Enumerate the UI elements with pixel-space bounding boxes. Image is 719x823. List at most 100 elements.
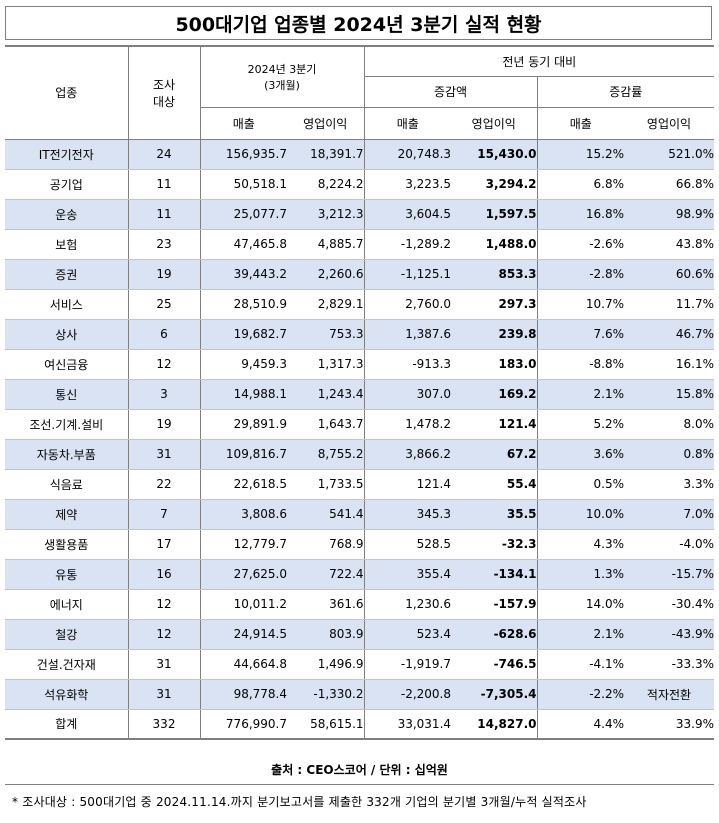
change-sales-cell: 307.0	[364, 379, 452, 410]
count-cell: 17	[128, 529, 201, 560]
industry-cell: 생활용품	[5, 529, 129, 560]
header-industry: 업종	[5, 45, 129, 140]
rate-op-profit-cell: 60.6%	[624, 259, 715, 290]
table-row: 합계 332 776,990.7 58,615.1 33,031.4 14,827.0 4.…	[5, 709, 715, 740]
op-profit-cell: 4,885.7	[287, 229, 365, 260]
change-op-profit-cell: -628.6	[451, 619, 538, 650]
change-sales-cell: -913.3	[364, 349, 452, 380]
table-row: 서비스 25 28,510.9 2,829.1 2,760.0 297.3 10.7% 11.…	[5, 289, 715, 320]
rate-sales-cell: 5.2%	[537, 409, 625, 440]
rate-sales-cell: -2.8%	[537, 259, 625, 290]
rate-op-profit-cell: 521.0%	[624, 139, 715, 170]
count-cell: 11	[128, 199, 201, 230]
performance-table: 업종 조사 대상 2024년 3분기 (3개월) 전년 동기 대비 증감액 증감률 …	[5, 45, 715, 740]
industry-cell: 서비스	[5, 289, 129, 320]
change-sales-cell: 1,387.6	[364, 319, 452, 350]
count-cell: 3	[128, 379, 201, 410]
sales-cell: 28,510.9	[200, 289, 287, 320]
rate-sales-cell: 2.1%	[537, 619, 625, 650]
change-sales-cell: 33,031.4	[364, 709, 452, 740]
change-op-profit-cell: 169.2	[451, 379, 538, 410]
op-profit-cell: 58,615.1	[287, 709, 365, 740]
count-cell: 16	[128, 559, 201, 590]
op-profit-cell: 1,496.9	[287, 649, 365, 680]
sales-cell: 47,465.8	[200, 229, 287, 260]
header-change-rate: 증감률	[537, 76, 715, 108]
rate-op-profit-cell: -33.3%	[624, 649, 715, 680]
change-sales-cell: -2,200.8	[364, 679, 452, 710]
change-sales-cell: 20,748.3	[364, 139, 452, 170]
change-op-profit-cell: 239.8	[451, 319, 538, 350]
rate-sales-cell: 0.5%	[537, 469, 625, 500]
change-op-profit-cell: 55.4	[451, 469, 538, 500]
count-cell: 24	[128, 139, 201, 170]
op-profit-cell: 1,243.4	[287, 379, 365, 410]
op-profit-cell: -1,330.2	[287, 679, 365, 710]
table-row: IT전기전자 24 156,935.7 18,391.7 20,748.3 15,430.…	[5, 139, 715, 170]
industry-cell: 보험	[5, 229, 129, 260]
title-text: 500대기업 업종별 2024년 3분기 실적 현황	[175, 13, 542, 36]
op-profit-cell: 2,829.1	[287, 289, 365, 320]
change-op-profit-cell: 14,827.0	[451, 709, 538, 740]
change-sales-cell: 3,866.2	[364, 439, 452, 470]
rate-sales-cell: 3.6%	[537, 439, 625, 470]
sales-cell: 109,816.7	[200, 439, 287, 470]
header-op-profit: 영업이익	[287, 107, 365, 140]
sales-cell: 22,618.5	[200, 469, 287, 500]
rate-op-profit-cell: 16.1%	[624, 349, 715, 380]
rate-sales-cell: 16.8%	[537, 199, 625, 230]
count-cell: 6	[128, 319, 201, 350]
rate-sales-cell: 7.6%	[537, 319, 625, 350]
op-profit-cell: 361.6	[287, 589, 365, 620]
rate-sales-cell: -2.6%	[537, 229, 625, 260]
table-row: 공기업 11 50,518.1 8,224.2 3,223.5 3,294.2 6.8% 66…	[5, 169, 715, 200]
table-row: 석유화학 31 98,778.4 -1,330.2 -2,200.8 -7,305.4 -2…	[5, 679, 715, 710]
sales-cell: 44,664.8	[200, 649, 287, 680]
rate-sales-cell: -8.8%	[537, 349, 625, 380]
change-op-profit-cell: -134.1	[451, 559, 538, 590]
industry-cell: 여신금융	[5, 349, 129, 380]
rate-sales-cell: 4.3%	[537, 529, 625, 560]
op-profit-cell: 753.3	[287, 319, 365, 350]
sales-cell: 50,518.1	[200, 169, 287, 200]
industry-cell: 건설.건자재	[5, 649, 129, 680]
change-op-profit-cell: -32.3	[451, 529, 538, 560]
rate-op-profit-cell: 8.0%	[624, 409, 715, 440]
sales-cell: 25,077.7	[200, 199, 287, 230]
table-row: 상사 6 19,682.7 753.3 1,387.6 239.8 7.6% 46.7%	[5, 319, 715, 350]
count-cell: 23	[128, 229, 201, 260]
table-row: 자동차.부품 31 109,816.7 8,755.2 3,866.2 67.2 3.6% 0…	[5, 439, 715, 470]
count-cell: 22	[128, 469, 201, 500]
header-rate-sales: 매출	[537, 107, 625, 140]
table-row: 철강 12 24,914.5 803.9 523.4 -628.6 2.1% -43.9%	[5, 619, 715, 650]
change-op-profit-cell: -746.5	[451, 649, 538, 680]
rate-sales-cell: 1.3%	[537, 559, 625, 590]
change-op-profit-cell: 67.2	[451, 439, 538, 470]
header-period: 2024년 3분기 (3개월)	[200, 45, 365, 108]
industry-cell: 상사	[5, 319, 129, 350]
rate-sales-cell: 15.2%	[537, 139, 625, 170]
sales-cell: 19,682.7	[200, 319, 287, 350]
divider	[5, 784, 714, 785]
change-sales-cell: 523.4	[364, 619, 452, 650]
count-cell: 25	[128, 289, 201, 320]
sales-cell: 9,459.3	[200, 349, 287, 380]
footnote: * 조사대상 : 500대기업 중 2024.11.14.까지 분기보고서를 제…	[12, 795, 587, 809]
op-profit-cell: 541.4	[287, 499, 365, 530]
sales-cell: 39,443.2	[200, 259, 287, 290]
table-row: 건설.건자재 31 44,664.8 1,496.9 -1,919.7 -746.5 -4.…	[5, 649, 715, 680]
change-sales-cell: -1,125.1	[364, 259, 452, 290]
header-change-op-profit: 영업이익	[451, 107, 538, 140]
op-profit-cell: 1,643.7	[287, 409, 365, 440]
rate-op-profit-cell: 33.9%	[624, 709, 715, 740]
sales-cell: 29,891.9	[200, 409, 287, 440]
table-row: 조선.기계.설비 19 29,891.9 1,643.7 1,478.2 121.4 5.2…	[5, 409, 715, 440]
change-op-profit-cell: -157.9	[451, 589, 538, 620]
rate-op-profit-cell: 46.7%	[624, 319, 715, 350]
rate-sales-cell: 14.0%	[537, 589, 625, 620]
count-cell: 11	[128, 169, 201, 200]
industry-cell: 조선.기계.설비	[5, 409, 129, 440]
rate-sales-cell: 2.1%	[537, 379, 625, 410]
change-sales-cell: 3,604.5	[364, 199, 452, 230]
rate-op-profit-cell: 15.8%	[624, 379, 715, 410]
